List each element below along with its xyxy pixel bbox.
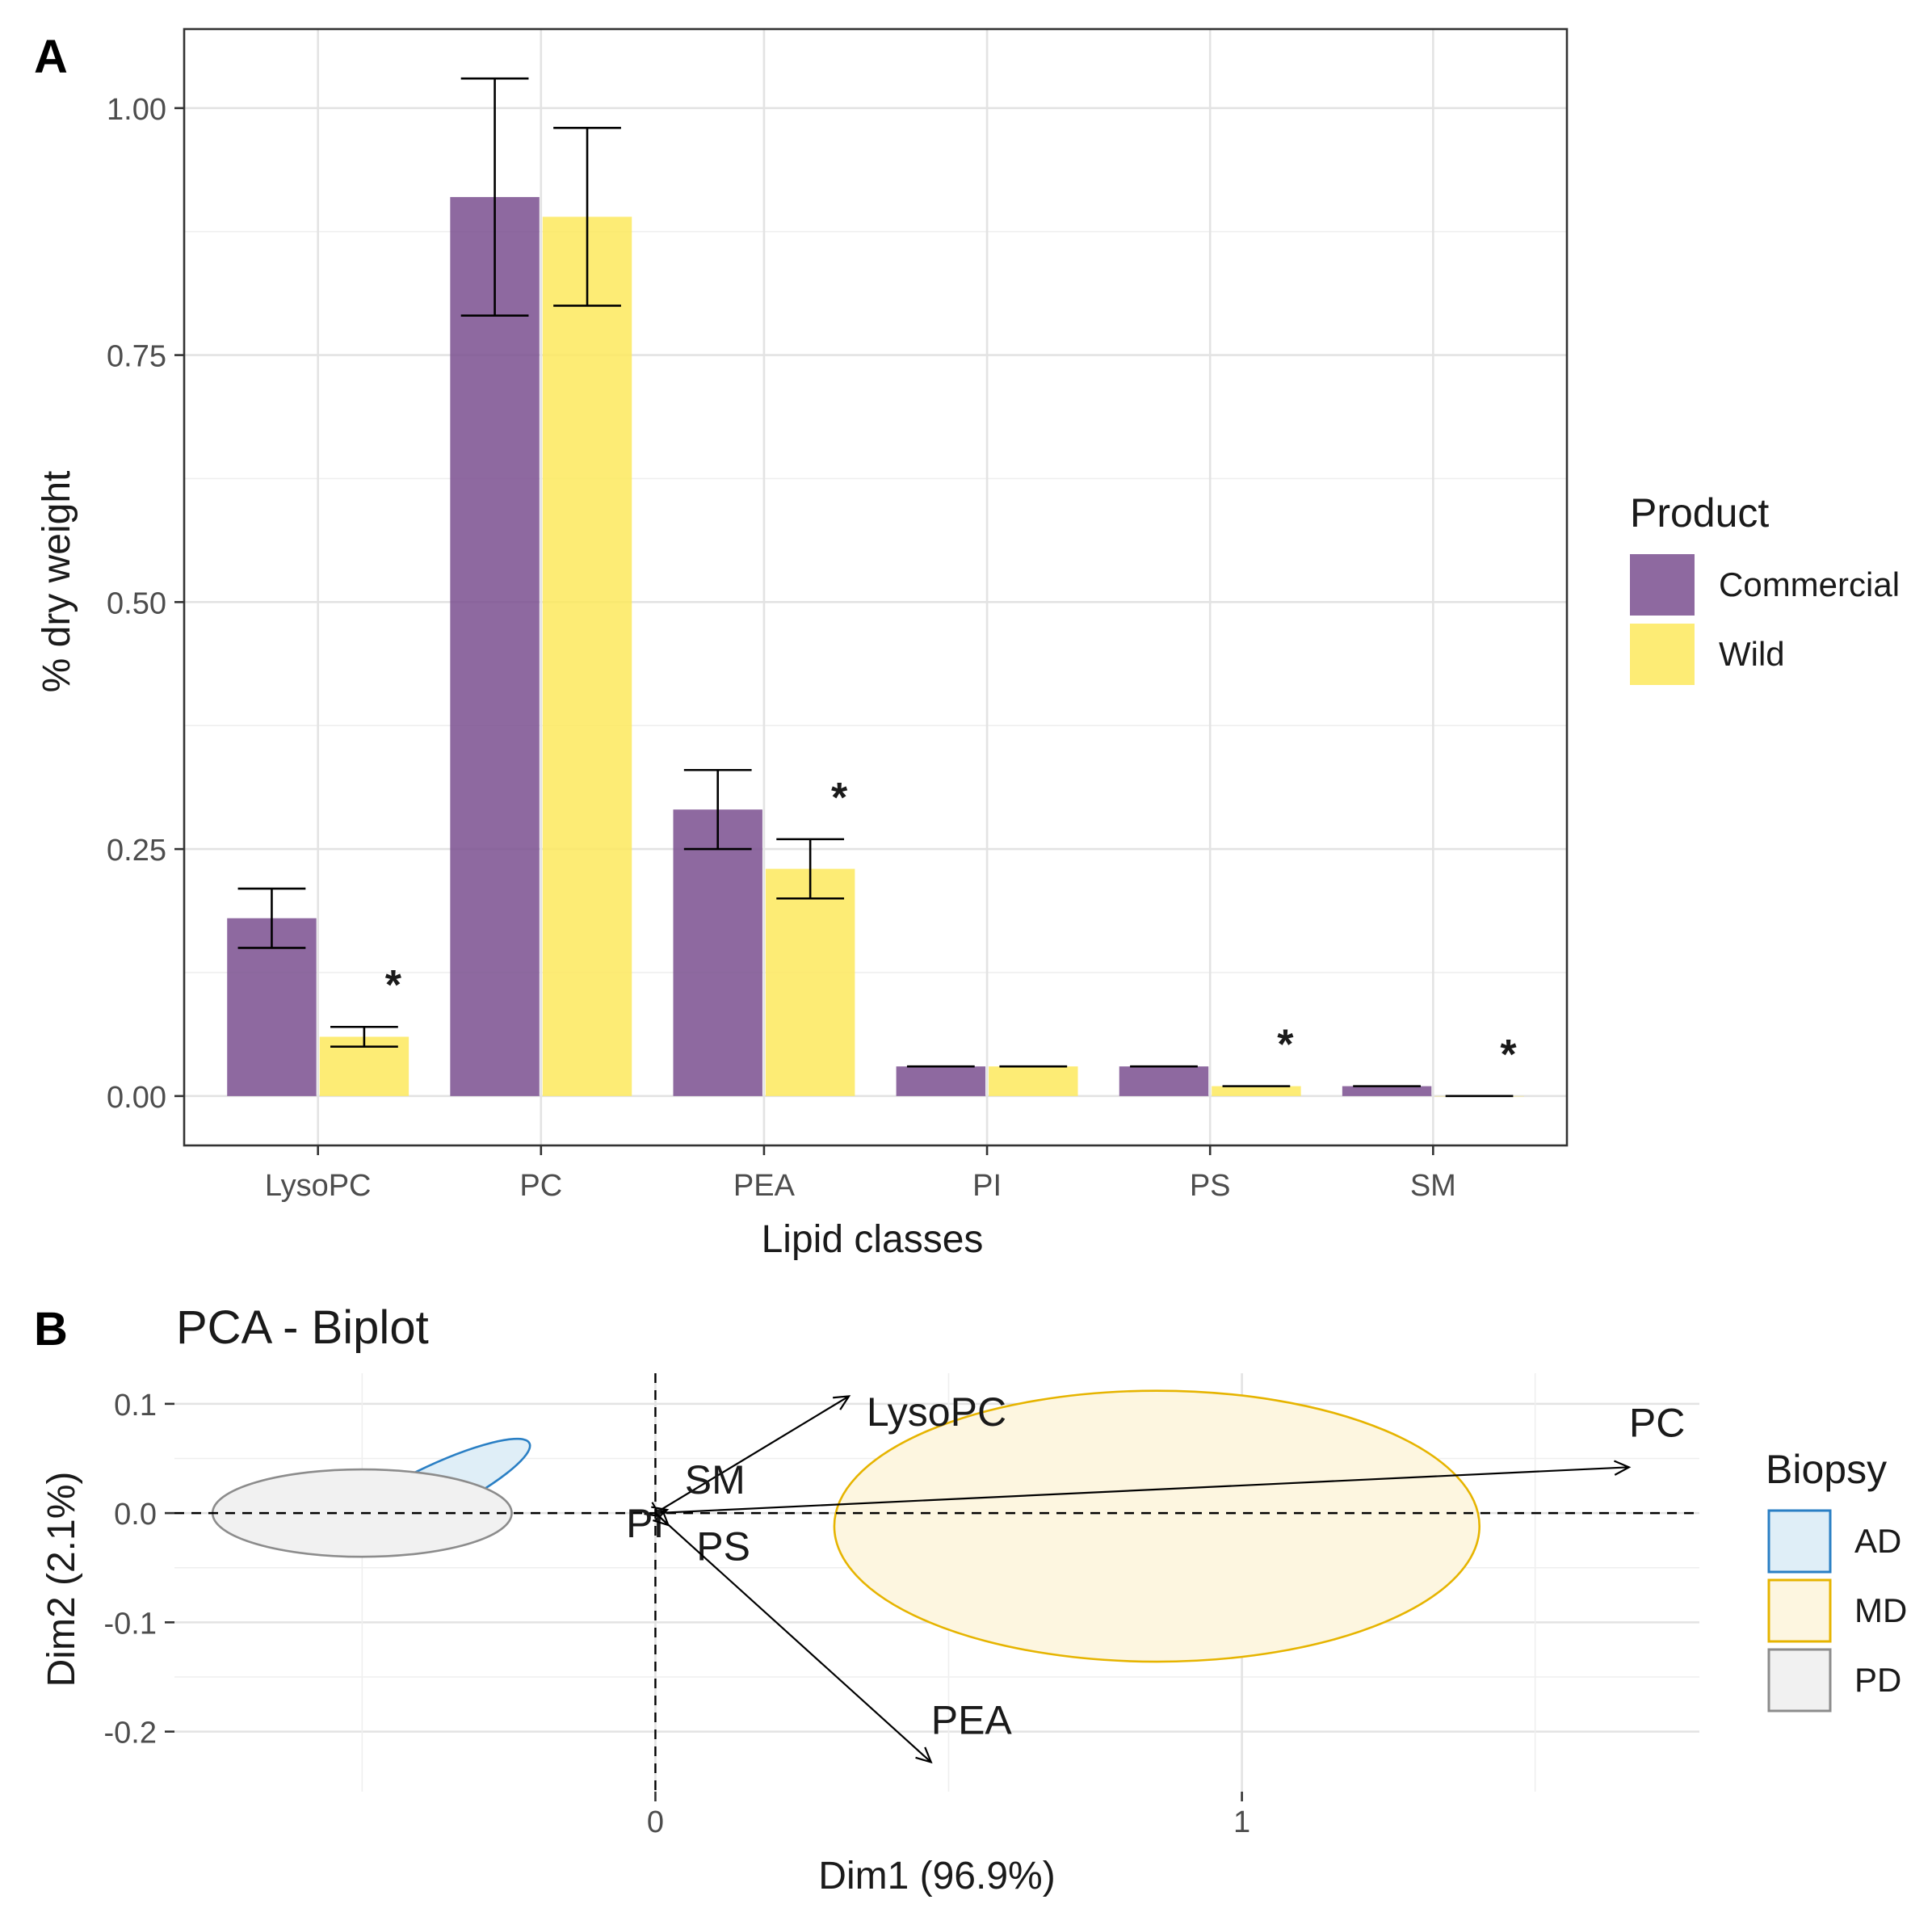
panel-a-legend: Product Commercial Wild [1630, 490, 1900, 685]
panel-b-letter: B [34, 1303, 68, 1355]
x-tick-label-lysopc: LysoPC [265, 1169, 372, 1203]
panel-a-x-axis-ticks: LysoPC PC PEA PI PS SM [265, 1145, 1456, 1203]
y-tick-label: -0.2 [104, 1717, 157, 1750]
panel-b-reference-lines [174, 1373, 1699, 1792]
vector-sm: SM [651, 1457, 746, 1522]
vector-pc: PC [655, 1400, 1685, 1515]
panel-a-y-axis-title: % dry weight [36, 471, 78, 693]
panel-a-plot-border [183, 27, 1569, 1147]
panel-a-x-axis-title: Lipid classes [762, 1218, 984, 1261]
bar-wild-pc [542, 216, 632, 1096]
bar-commercial-pc [450, 196, 540, 1096]
vector-label-pi: PI [626, 1501, 664, 1546]
legend-swatch-pd [1767, 1648, 1832, 1713]
vector-label-lysopc: LysoPC [867, 1389, 1006, 1435]
significance-marker-pea: * [831, 775, 848, 822]
vector-label-sm: SM [685, 1457, 746, 1502]
legend-label-ad: AD [1854, 1522, 1901, 1560]
panel-a-significance-markers: * * * * [385, 775, 1518, 1078]
legend-title-product: Product [1630, 490, 1769, 536]
significance-marker-lysopc: * [385, 962, 402, 1009]
x-tick-label-sm: SM [1410, 1169, 1456, 1203]
vector-pea: PEA [654, 1512, 1013, 1764]
panel-b-y-axis-title: Dim2 (2.1%) [40, 1472, 83, 1687]
x-tick-label: 1 [1233, 1805, 1250, 1839]
bar-wild-pea [765, 868, 855, 1096]
y-tick-label: 0.50 [107, 586, 166, 620]
legend-title-biopsy: Biopsy [1766, 1447, 1887, 1492]
vector-line [654, 1395, 850, 1515]
vector-label-pc: PC [1629, 1400, 1685, 1445]
bar-commercial-ps [1119, 1066, 1209, 1096]
y-tick-label: 1.00 [107, 93, 166, 127]
legend-swatch-commercial [1630, 554, 1695, 616]
bar-commercial-sm [1342, 1086, 1432, 1096]
vector-lysopc: LysoPC [654, 1389, 1006, 1515]
vector-arrowhead [1614, 1460, 1632, 1476]
legend-swatch-ad [1767, 1509, 1832, 1574]
panel-b-variable-vectors: LysoPC PC SM PI PS PEA [626, 1389, 1685, 1764]
panel-b-legend: Biopsy AD MD PD [1766, 1447, 1907, 1713]
error-bar-commercial-lysopc [237, 887, 306, 949]
error-bar-commercial-pea [683, 768, 752, 851]
error-bar-wild-lysopc [330, 1025, 398, 1048]
vector-ps: PS [652, 1509, 750, 1569]
legend-swatch-md [1767, 1578, 1832, 1643]
y-tick-label: 0.1 [114, 1389, 157, 1423]
vector-label-pea: PEA [931, 1697, 1013, 1742]
error-bar-path [683, 768, 752, 851]
error-bar-path [460, 77, 529, 317]
x-tick-label-pc: PC [519, 1169, 562, 1203]
legend-label-md: MD [1854, 1591, 1907, 1629]
y-tick-label: 0.0 [114, 1498, 157, 1532]
y-tick-label: 0.25 [107, 834, 166, 868]
panel-b-y-axis-ticks: 0.1 0.0 -0.1 -0.2 [104, 1389, 174, 1750]
panel-b-group-ellipses [211, 1389, 1480, 1663]
error-bar-path [776, 838, 845, 900]
x-tick-label-ps: PS [1190, 1169, 1231, 1203]
error-bar-path [553, 127, 621, 307]
bar-wild-ps [1212, 1086, 1301, 1096]
error-bar-wild-pc [553, 127, 621, 307]
panel-a-bars [227, 196, 1524, 1097]
bar-commercial-pi [896, 1066, 986, 1096]
significance-marker-ps: * [1277, 1022, 1294, 1069]
x-tick-label-pi: PI [972, 1169, 1002, 1203]
panel-a-plot-background [184, 29, 1567, 1145]
x-tick-label-pea: PEA [733, 1169, 796, 1203]
panel-b-title: PCA - Biplot [176, 1301, 429, 1354]
bar-commercial-pea [673, 809, 762, 1096]
significance-marker-sm: * [1500, 1032, 1517, 1078]
y-tick-label: 0.00 [107, 1081, 166, 1115]
panel-b-x-axis-title: Dim1 (96.9%) [818, 1855, 1055, 1897]
panel-a-y-axis-ticks: 0.00 0.25 0.50 0.75 1.00 [107, 93, 184, 1115]
panel-a-bar-chart: * * * * 0.00 0.25 0.50 0.75 1.00 LysoPC PC PEA PI P… [36, 27, 1900, 1261]
y-tick-label: 0.75 [107, 340, 166, 374]
legend-label-wild: Wild [1719, 635, 1785, 673]
error-bar-wild-pea [776, 838, 845, 900]
x-tick-label: 0 [647, 1805, 664, 1839]
vector-line [654, 1512, 932, 1763]
legend-swatch-wild [1630, 624, 1695, 685]
legend-label-pd: PD [1854, 1661, 1901, 1699]
legend-label-commercial: Commercial [1719, 565, 1900, 603]
error-bar-path [330, 1025, 398, 1048]
error-bar-path [237, 887, 306, 949]
vector-pi: PI [626, 1501, 664, 1546]
panel-a-letter: A [34, 31, 68, 83]
vector-arrowhead [915, 1746, 933, 1764]
bar-wild-pi [989, 1066, 1078, 1096]
vector-label-ps: PS [696, 1523, 750, 1569]
vector-arrowhead [833, 1395, 851, 1410]
vector-line [655, 1466, 1629, 1515]
y-tick-label: -0.1 [104, 1607, 157, 1641]
panel-a-error-bars [237, 77, 1514, 1098]
error-bar-commercial-pc [460, 77, 529, 317]
ellipse-group-md [833, 1389, 1480, 1663]
panel-a-gridlines [184, 29, 1567, 1145]
